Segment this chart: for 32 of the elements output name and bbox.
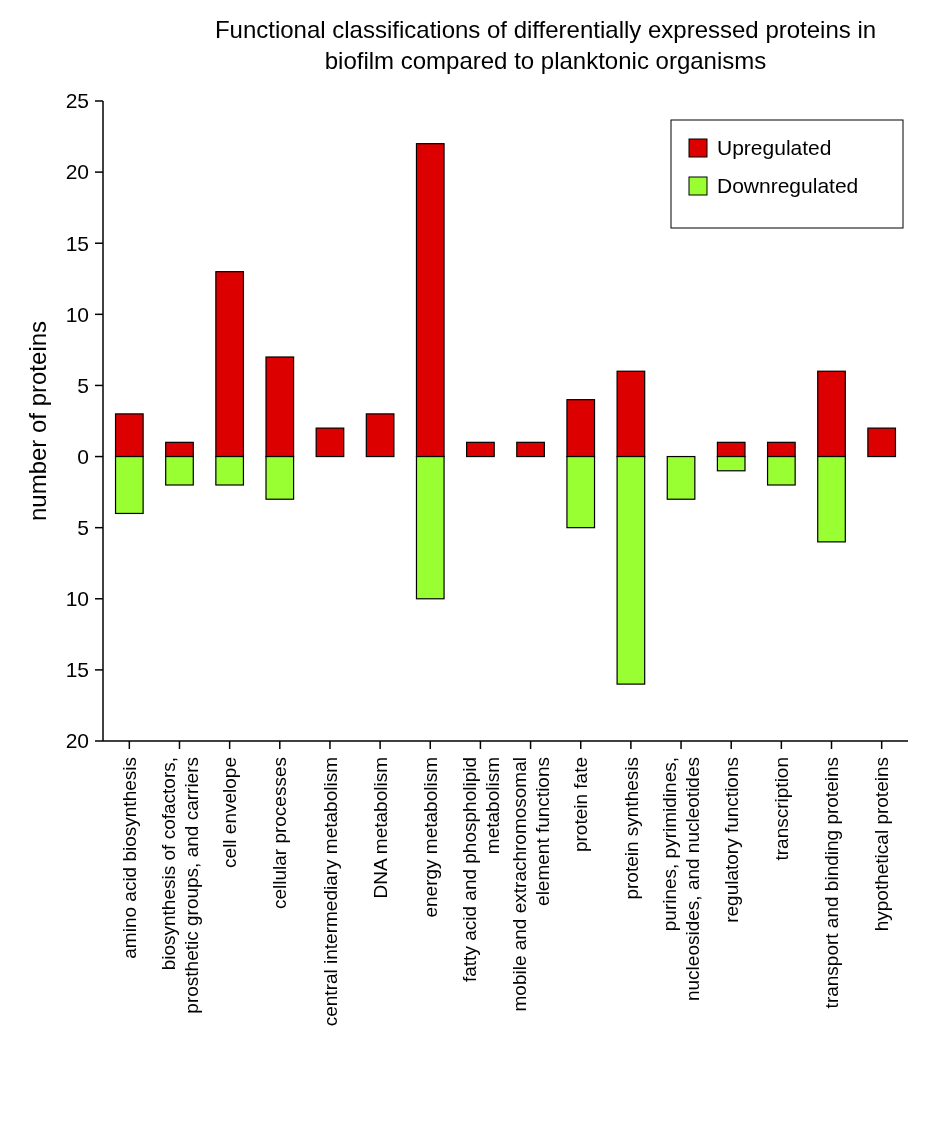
legend-label: Downregulated: [717, 174, 859, 198]
y-tick-label: 10: [65, 587, 89, 611]
y-tick-label: 15: [65, 231, 89, 255]
x-tick-label: DNA metabolism: [369, 757, 391, 899]
legend-label: Upregulated: [717, 136, 832, 160]
x-tick-label: central intermediary metabolism: [319, 757, 341, 1027]
bar: [315, 427, 345, 458]
y-axis-title: number of proteins: [24, 320, 51, 522]
x-tick-label: regulatory functions: [720, 757, 742, 923]
y-tick-label: 20: [65, 160, 89, 184]
x-tick-label: transcription: [771, 757, 793, 861]
y-tick-label: 10: [65, 302, 89, 326]
x-tick-label: transport and binding proteins: [821, 757, 843, 1009]
bar: [466, 441, 495, 458]
y-tick-label: 15: [65, 658, 89, 682]
y-tick-label: 20: [65, 729, 89, 753]
x-tick-label: energy metabolism: [419, 757, 441, 918]
x-tick-label: cellular processes: [269, 757, 291, 910]
bar: [867, 427, 897, 458]
bar: [666, 455, 696, 500]
bar: [516, 441, 545, 458]
y-tick-label: 5: [77, 516, 89, 540]
y-tick-label: 5: [77, 373, 89, 397]
y-tick-label: 0: [77, 444, 89, 468]
x-tick-label: amino acid biosynthesis: [118, 757, 140, 959]
x-tick-label: protein fate: [570, 757, 592, 853]
x-tick-label: protein synthesis: [620, 757, 642, 900]
chart-title: Functional classifications of differentially expressed proteins in biofilm compared to planktonic organisms: [214, 16, 877, 74]
bar: [365, 413, 395, 458]
x-tick-label: hypothetical proteins: [871, 757, 893, 932]
y-tick-label: 25: [65, 89, 89, 113]
x-tick-label: cell envelope: [219, 757, 241, 868]
